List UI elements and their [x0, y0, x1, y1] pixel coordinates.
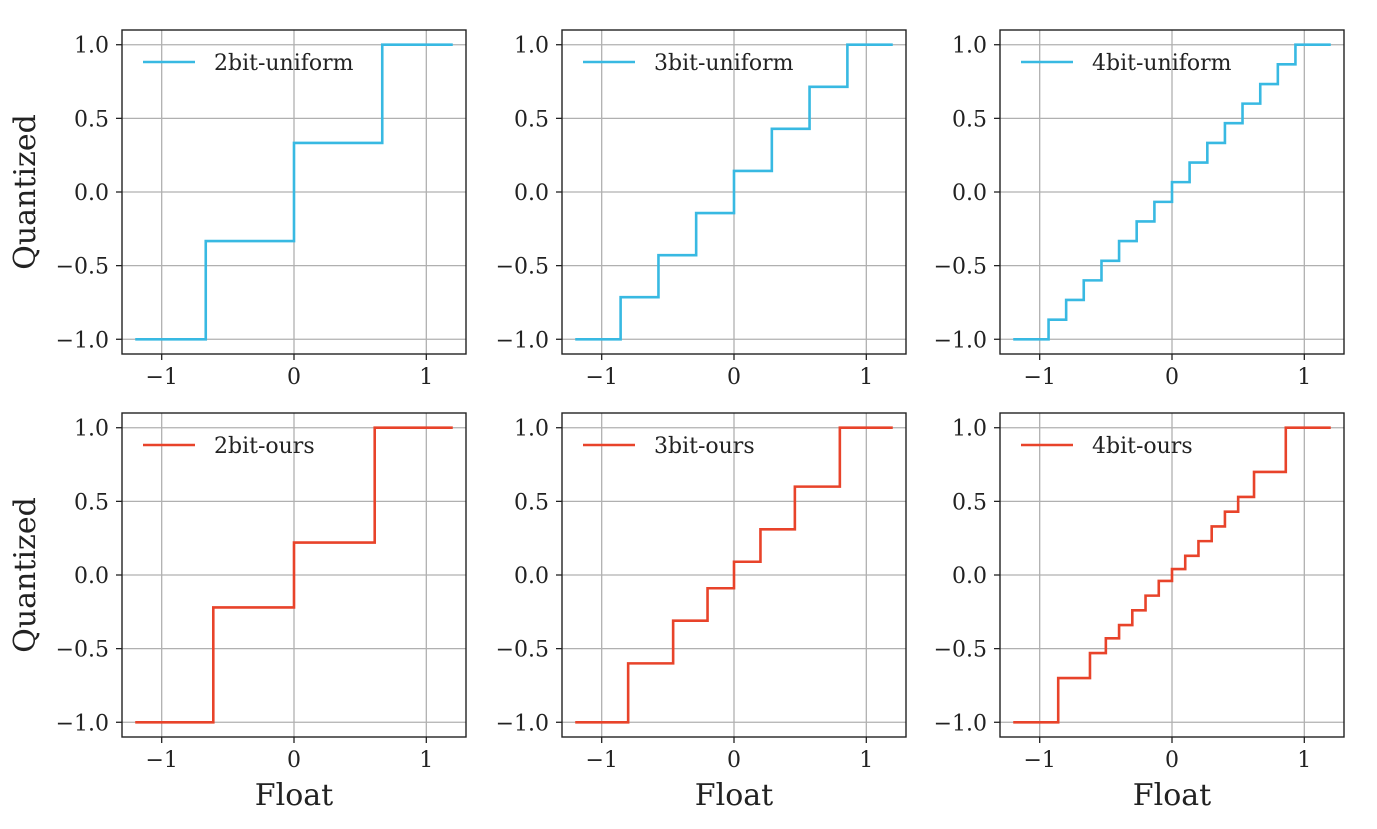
x-tick-label: 0 — [1165, 365, 1179, 390]
y-tick-label: −1.0 — [56, 711, 109, 736]
y-tick-label: 0.0 — [952, 181, 987, 206]
series-line-3bit-uniform — [575, 43, 893, 341]
x-tick-label: 1 — [419, 365, 433, 390]
panel-2bit-ours: −1 0 1 −1.0 −0.5 0.0 0.5 1.0 2bit-ours Quantized F… — [8, 412, 467, 813]
panel-2bit-uniform: −1 0 1 −1.0 −0.5 0.0 0.5 1.0 2bit-uniform Quantiz… — [8, 29, 467, 390]
y-tick-label: 0.0 — [74, 564, 109, 589]
x-tick-label: 1 — [859, 748, 873, 773]
x-axis-title: Float — [695, 778, 773, 813]
x-tick-label: 0 — [287, 748, 301, 773]
panel-3bit-uniform: −1 0 1 −1.0 −0.5 0.0 0.5 1.0 3bit-uniform — [496, 29, 907, 390]
x-tick-label: −1 — [145, 365, 177, 390]
x-tick-label: −1 — [585, 365, 617, 390]
x-tick-label: 1 — [859, 365, 873, 390]
y-tick-label: −1.0 — [496, 711, 549, 736]
y-tick-label: −1.0 — [496, 328, 549, 353]
legend-label: 3bit-ours — [654, 434, 755, 459]
y-tick-label: 0.5 — [74, 490, 109, 515]
series-line-3bit-ours — [575, 426, 893, 724]
x-axis-title: Float — [1133, 778, 1211, 813]
legend-label: 4bit-ours — [1092, 434, 1193, 459]
panel-4bit-ours: −1 0 1 −1.0 −0.5 0.0 0.5 1.0 4bit-ours Float — [934, 412, 1345, 813]
legend-label: 2bit-uniform — [214, 51, 354, 76]
y-tick-label: 0.5 — [952, 107, 987, 132]
x-tick-label: −1 — [585, 748, 617, 773]
y-tick-label: −0.5 — [496, 255, 549, 280]
y-tick-label: 0.5 — [74, 107, 109, 132]
y-tick-label: −1.0 — [934, 711, 987, 736]
legend-label: 2bit-ours — [214, 434, 315, 459]
y-axis-title: Quantized — [8, 114, 43, 270]
y-axis-title: Quantized — [8, 497, 43, 653]
y-tick-label: 0.5 — [514, 490, 549, 515]
x-axis-title: Float — [255, 778, 333, 813]
x-tick-label: 0 — [727, 748, 741, 773]
y-tick-label: 0.5 — [952, 490, 987, 515]
y-tick-label: 1.0 — [952, 417, 987, 442]
x-tick-label: 0 — [727, 365, 741, 390]
legend-label: 4bit-uniform — [1092, 51, 1232, 76]
series-line-2bit-uniform — [135, 43, 453, 341]
x-tick-label: 0 — [1165, 748, 1179, 773]
y-tick-label: 1.0 — [514, 417, 549, 442]
y-tick-label: −0.5 — [934, 255, 987, 280]
y-tick-label: 1.0 — [74, 417, 109, 442]
y-tick-label: 0.5 — [514, 107, 549, 132]
y-tick-label: −0.5 — [56, 255, 109, 280]
x-tick-label: −1 — [145, 748, 177, 773]
y-tick-label: −1.0 — [56, 328, 109, 353]
y-tick-label: −0.5 — [56, 638, 109, 663]
y-tick-label: 0.0 — [952, 564, 987, 589]
panel-4bit-uniform: −1 0 1 −1.0 −0.5 0.0 0.5 1.0 4bit-uniform — [934, 29, 1345, 390]
y-tick-label: −0.5 — [496, 638, 549, 663]
series-line-4bit-ours — [1013, 426, 1331, 724]
y-tick-label: −0.5 — [934, 638, 987, 663]
y-tick-label: −1.0 — [934, 328, 987, 353]
y-tick-label: 0.0 — [514, 181, 549, 206]
panel-3bit-ours: −1 0 1 −1.0 −0.5 0.0 0.5 1.0 3bit-ours Float — [496, 412, 907, 813]
x-tick-label: 1 — [1297, 365, 1311, 390]
x-tick-label: −1 — [1023, 365, 1055, 390]
x-tick-label: 1 — [419, 748, 433, 773]
y-tick-label: 1.0 — [74, 34, 109, 59]
series-line-2bit-ours — [135, 426, 453, 724]
legend-label: 3bit-uniform — [654, 51, 794, 76]
series-line-4bit-uniform — [1013, 43, 1331, 341]
y-tick-label: 1.0 — [514, 34, 549, 59]
y-tick-label: 0.0 — [514, 564, 549, 589]
y-tick-label: 0.0 — [74, 181, 109, 206]
y-tick-label: 1.0 — [952, 34, 987, 59]
x-tick-label: 0 — [287, 365, 301, 390]
x-tick-label: 1 — [1297, 748, 1311, 773]
x-tick-label: −1 — [1023, 748, 1055, 773]
